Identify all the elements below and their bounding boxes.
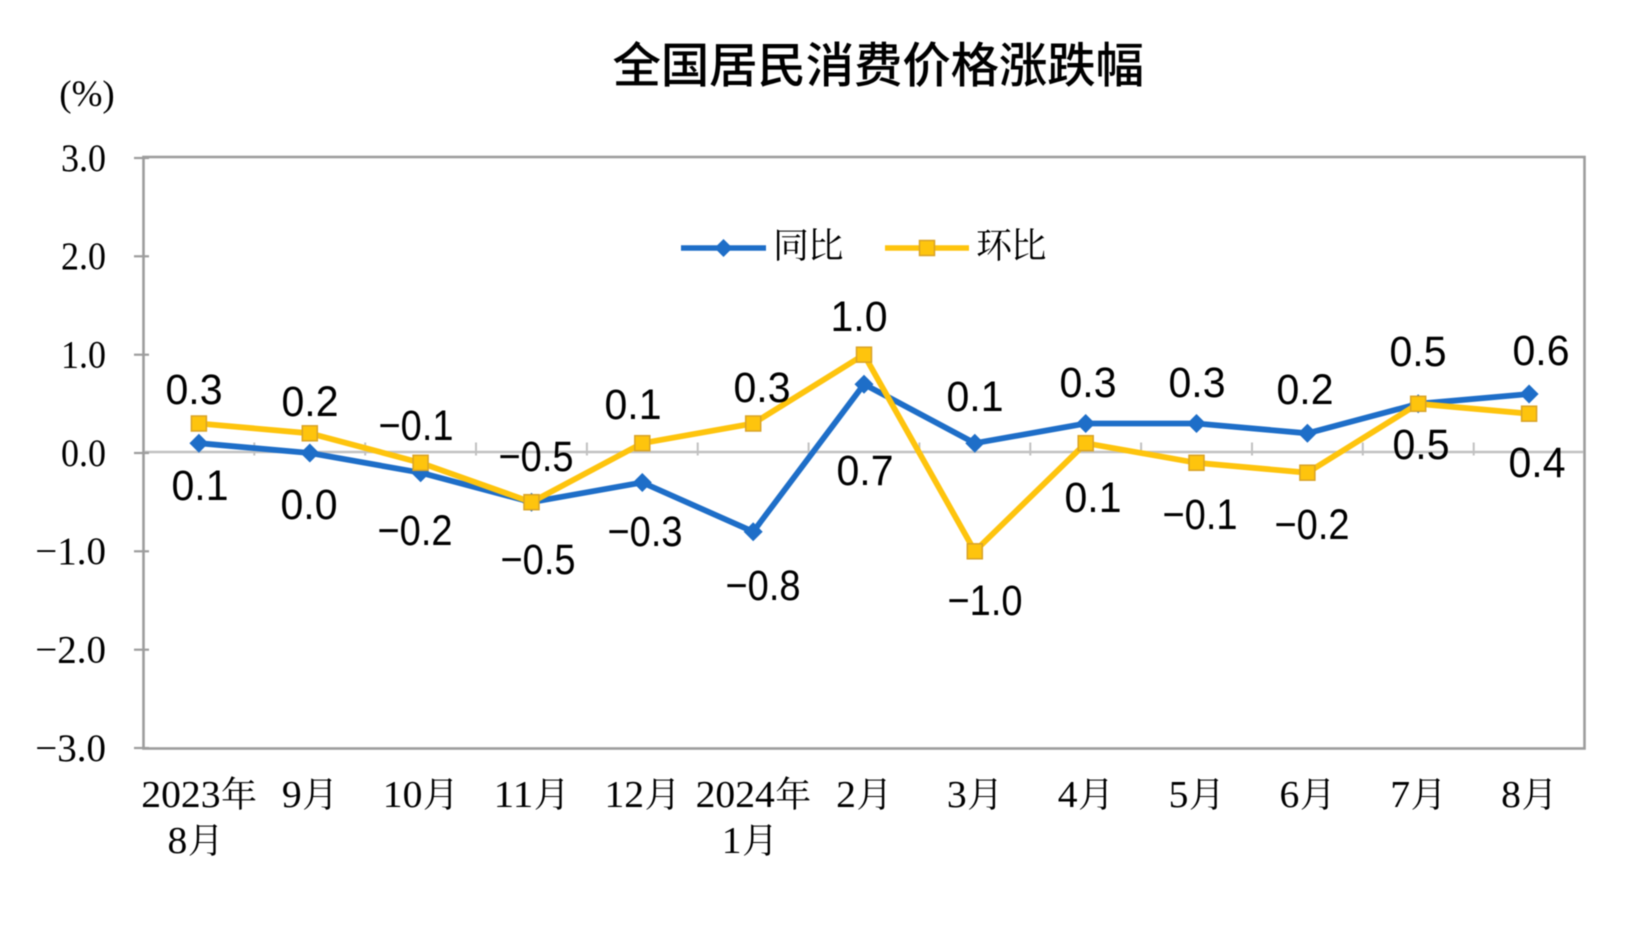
svg-text:7: 7	[1390, 774, 1410, 816]
svg-text:0.1: 0.1	[1065, 474, 1122, 522]
svg-text:0.3: 0.3	[1060, 359, 1117, 407]
svg-text:9: 9	[282, 774, 302, 816]
svg-text:8: 8	[168, 820, 188, 862]
svg-text:0.3: 0.3	[166, 366, 223, 414]
svg-text:0.0: 0.0	[61, 432, 106, 475]
svg-text:3: 3	[947, 774, 967, 816]
svg-text:2.0: 2.0	[61, 235, 106, 278]
svg-text:8: 8	[1501, 774, 1521, 816]
svg-text:−0.2: −0.2	[378, 507, 453, 555]
svg-text:−0.2: −0.2	[1275, 501, 1350, 549]
svg-text:−0.1: −0.1	[379, 402, 454, 450]
svg-text:1.0: 1.0	[831, 293, 888, 341]
svg-text:1.0: 1.0	[61, 334, 106, 377]
svg-text:0.2: 0.2	[1277, 366, 1334, 414]
svg-text:10: 10	[383, 774, 423, 816]
svg-text:−0.5: −0.5	[501, 536, 576, 584]
svg-text:0.7: 0.7	[837, 447, 894, 495]
svg-text:0.1: 0.1	[605, 381, 662, 429]
svg-text:2023: 2023	[141, 774, 220, 816]
svg-text:−1.0: −1.0	[35, 530, 106, 573]
svg-text:−0.5: −0.5	[499, 433, 574, 481]
svg-text:3.0: 3.0	[61, 137, 106, 180]
svg-text:1: 1	[722, 820, 742, 862]
svg-text:0.3: 0.3	[1169, 359, 1226, 407]
svg-text:0.3: 0.3	[734, 364, 791, 412]
svg-text:5: 5	[1169, 774, 1189, 816]
svg-text:−0.1: −0.1	[1163, 491, 1238, 539]
svg-text:2024: 2024	[696, 774, 775, 816]
svg-text:11: 11	[494, 774, 534, 816]
svg-text:0.5: 0.5	[1393, 421, 1450, 469]
svg-text:−0.8: −0.8	[726, 562, 801, 610]
svg-text:(%): (%)	[59, 74, 114, 115]
svg-text:0.1: 0.1	[172, 462, 229, 510]
svg-text:4: 4	[1058, 774, 1078, 816]
svg-text:0.5: 0.5	[1390, 328, 1447, 376]
svg-text:0.6: 0.6	[1513, 327, 1570, 375]
svg-text:2: 2	[836, 774, 856, 816]
svg-text:−0.3: −0.3	[608, 508, 683, 556]
svg-text:0.1: 0.1	[947, 373, 1004, 421]
svg-text:0.4: 0.4	[1509, 439, 1566, 487]
svg-text:0.0: 0.0	[281, 481, 338, 529]
svg-text:6: 6	[1280, 774, 1300, 816]
svg-text:−3.0: −3.0	[35, 727, 106, 770]
svg-text:−2.0: −2.0	[35, 629, 106, 672]
svg-text:−1.0: −1.0	[948, 577, 1023, 625]
svg-text:12: 12	[605, 774, 645, 816]
svg-text:0.2: 0.2	[282, 378, 339, 426]
